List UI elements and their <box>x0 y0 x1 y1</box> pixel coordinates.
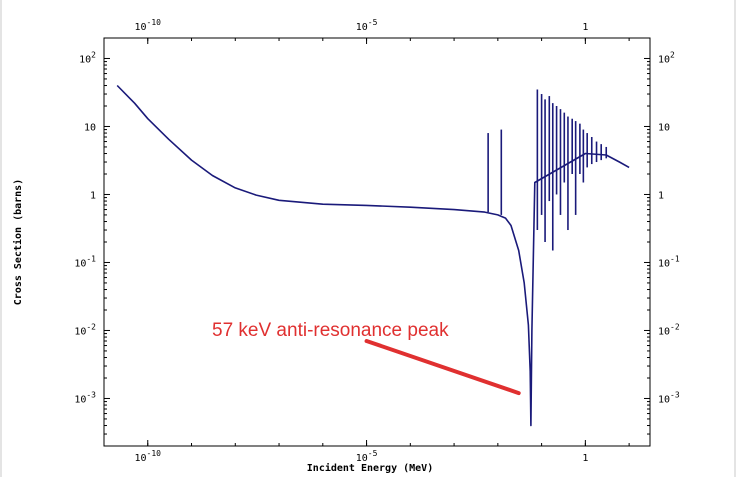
y-tick-label-right: 1 <box>658 190 664 201</box>
y-tick-label-right-exponent: -3 <box>670 390 680 399</box>
lines-layer <box>116 84 630 427</box>
annotation-text: 57 keV anti-resonance peak <box>212 320 449 341</box>
y-tick-label-right: 10 <box>658 122 670 133</box>
x-axis-title: Incident Energy (MeV) <box>307 462 433 474</box>
annotation-arrow <box>364 339 521 396</box>
x-tick-label-bottom-exponent: -10 <box>147 449 162 458</box>
y-tick-label-right-exponent: 2 <box>670 50 675 59</box>
annotation-layer: 57 keV anti-resonance peak <box>212 320 521 396</box>
y-tick-label-left: 1 <box>90 190 96 201</box>
y-axis-title: Cross Section (barns) <box>12 179 24 305</box>
x-tick-label-top-exponent: -10 <box>147 18 162 27</box>
y-tick-label-left-exponent: -1 <box>86 254 96 263</box>
y-tick-label-left-exponent: -3 <box>86 390 96 399</box>
series-line-0 <box>116 84 630 427</box>
y-tick-label-left-exponent: 2 <box>91 50 96 59</box>
y-tick-label-right-exponent: -1 <box>670 254 680 263</box>
x-tick-label-bottom: 1 <box>582 453 588 464</box>
y-tick-label-left: 10 <box>84 122 96 133</box>
x-tick-label-top-exponent: -5 <box>368 18 378 27</box>
x-tick-label-bottom-exponent: -5 <box>368 449 378 458</box>
y-tick-label-right-exponent: -2 <box>670 322 680 331</box>
x-tick-label-top: 1 <box>582 22 588 33</box>
y-tick-label-left-exponent: -2 <box>86 322 96 331</box>
